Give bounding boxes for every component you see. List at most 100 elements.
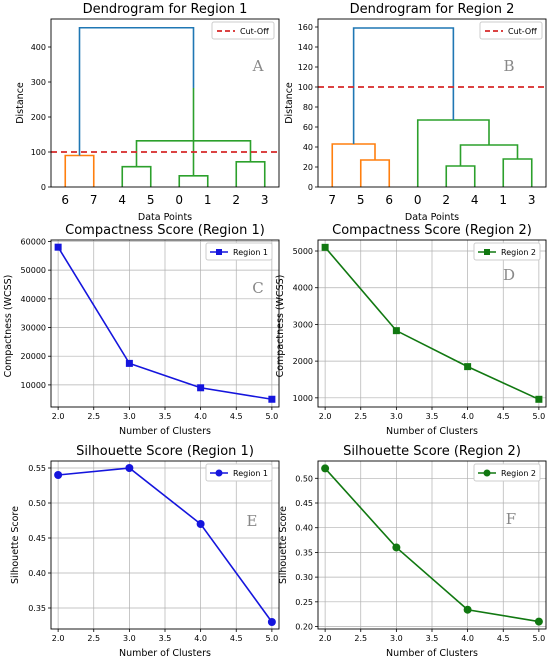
y-tick-label: 0.50 (295, 474, 313, 483)
y-tick-label: 20 (303, 163, 313, 172)
panel-letter: B (503, 57, 514, 75)
y-tick-label: 300 (31, 78, 46, 87)
data-point-circle (54, 471, 63, 479)
series-line (57, 246, 273, 401)
y-tick-label: 0.40 (28, 569, 46, 578)
x-tick-label: 3.5 (159, 634, 172, 643)
x-tick-label: 3.0 (390, 412, 403, 421)
x-axis-label: Number of Clusters (119, 648, 211, 659)
x-tick-label: 5.0 (533, 634, 546, 643)
dendrogram-link (359, 159, 391, 187)
x-tick-label: 7 (90, 193, 98, 207)
y-tick-label: 0.45 (295, 499, 313, 508)
legend: Cut-Off (479, 21, 543, 40)
dendrogram-link (445, 165, 476, 187)
y-tick-label: 0.35 (295, 548, 313, 557)
axes-frame (50, 239, 280, 408)
y-tick-label: 0.25 (295, 598, 313, 607)
x-tick-label: 5 (357, 193, 365, 207)
x-tick-label: 4.0 (194, 634, 207, 643)
chart-title: Dendrogram for Region 2 (350, 2, 515, 17)
x-tick-label: 4 (118, 193, 126, 207)
y-tick-label: 40 (303, 143, 313, 152)
legend-box (479, 21, 543, 40)
data-point-square (392, 327, 400, 335)
x-axis-label: Data Points (138, 212, 192, 223)
legend: Region 1 (205, 242, 273, 261)
y-axis-label: Distance (15, 82, 26, 124)
x-tick-label: 1 (499, 193, 507, 207)
chart-title: Silhouette Score (Region 1) (76, 444, 254, 459)
y-tick-label: 0.40 (295, 524, 313, 533)
y-tick-label: 140 (298, 43, 313, 52)
panel-dendrogram-region-1: Dendrogram for Region 1 Data Points Dist… (15, 2, 280, 223)
x-tick-label: 6 (61, 193, 69, 207)
y-tick-label: 20000 (21, 352, 46, 361)
legend-label: Region 1 (233, 469, 268, 478)
panel-compactness-region-1: Compactness Score (Region 1) Number of C… (3, 223, 280, 437)
panel-silhouette-region-1: Silhouette Score (Region 1) Number of Cl… (10, 444, 280, 659)
legend-label: Region 2 (501, 248, 536, 257)
data-point-circle (463, 605, 472, 614)
x-tick-label: 2.5 (87, 412, 100, 421)
dendrogram-link (416, 119, 490, 187)
axes-frame (50, 460, 280, 630)
x-tick-label: 0 (414, 193, 422, 207)
legend-label: Region 1 (233, 248, 268, 257)
y-tick-label: 400 (31, 43, 46, 52)
dendrogram-link (64, 154, 95, 187)
x-tick-label: 1 (204, 193, 212, 207)
y-axis-label: Compactness (WCSS) (275, 275, 286, 378)
legend: Region 2 (473, 242, 541, 261)
x-tick-label: 2 (232, 193, 240, 207)
data-point-square (268, 395, 276, 403)
dendrogram-link (235, 161, 266, 187)
y-tick-label: 200 (31, 113, 46, 122)
legend-square-marker (484, 249, 490, 255)
data-point-circle (392, 543, 401, 552)
data-point-circle (534, 617, 543, 626)
chart-title: Dendrogram for Region 1 (83, 2, 248, 17)
y-tick-label: 100 (31, 148, 46, 157)
panel-letter: D (503, 266, 515, 284)
dendrogram-link (459, 144, 519, 166)
x-tick-label: 2.0 (319, 634, 332, 643)
y-tick-label: 60 (303, 123, 313, 132)
legend: Region 1 (205, 463, 273, 482)
axes-frame (50, 18, 280, 188)
data-point-square (464, 363, 472, 371)
x-tick-label: 2.5 (354, 634, 367, 643)
dendrogram-link (352, 27, 455, 144)
x-tick-label: 4.5 (497, 634, 510, 643)
y-tick-label: 160 (298, 23, 313, 32)
x-tick-label: 3.5 (426, 634, 439, 643)
x-tick-label: 5.0 (533, 412, 546, 421)
dendrogram-link (121, 165, 152, 187)
y-tick-label: 0.45 (28, 534, 46, 543)
y-tick-label: 60000 (21, 237, 46, 246)
data-point-square (535, 395, 543, 403)
legend-square-marker (216, 249, 222, 255)
data-point-circle (196, 520, 205, 528)
x-tick-label: 2 (442, 193, 450, 207)
x-tick-label: 2.5 (87, 634, 100, 643)
y-tick-label: 80 (303, 103, 313, 112)
y-tick-label: 30000 (21, 324, 46, 333)
y-tick-label: 40000 (21, 295, 46, 304)
series-line (324, 246, 540, 401)
x-tick-label: 2.5 (354, 412, 367, 421)
y-axis-label: Silhouette Score (278, 506, 289, 584)
legend: Region 2 (473, 463, 541, 482)
panel-letter: E (247, 512, 258, 530)
x-axis-label: Number of Clusters (386, 648, 478, 659)
x-tick-label: 2.0 (52, 634, 65, 643)
legend-circle-marker (483, 469, 491, 477)
panel-letter: F (506, 510, 516, 528)
axes-frame (317, 18, 547, 188)
x-axis-label: Data Points (405, 212, 459, 223)
series-line (58, 467, 273, 623)
y-tick-label: 5000 (293, 247, 313, 256)
legend-circle-marker (215, 469, 223, 477)
x-tick-label: 3.5 (159, 412, 172, 421)
